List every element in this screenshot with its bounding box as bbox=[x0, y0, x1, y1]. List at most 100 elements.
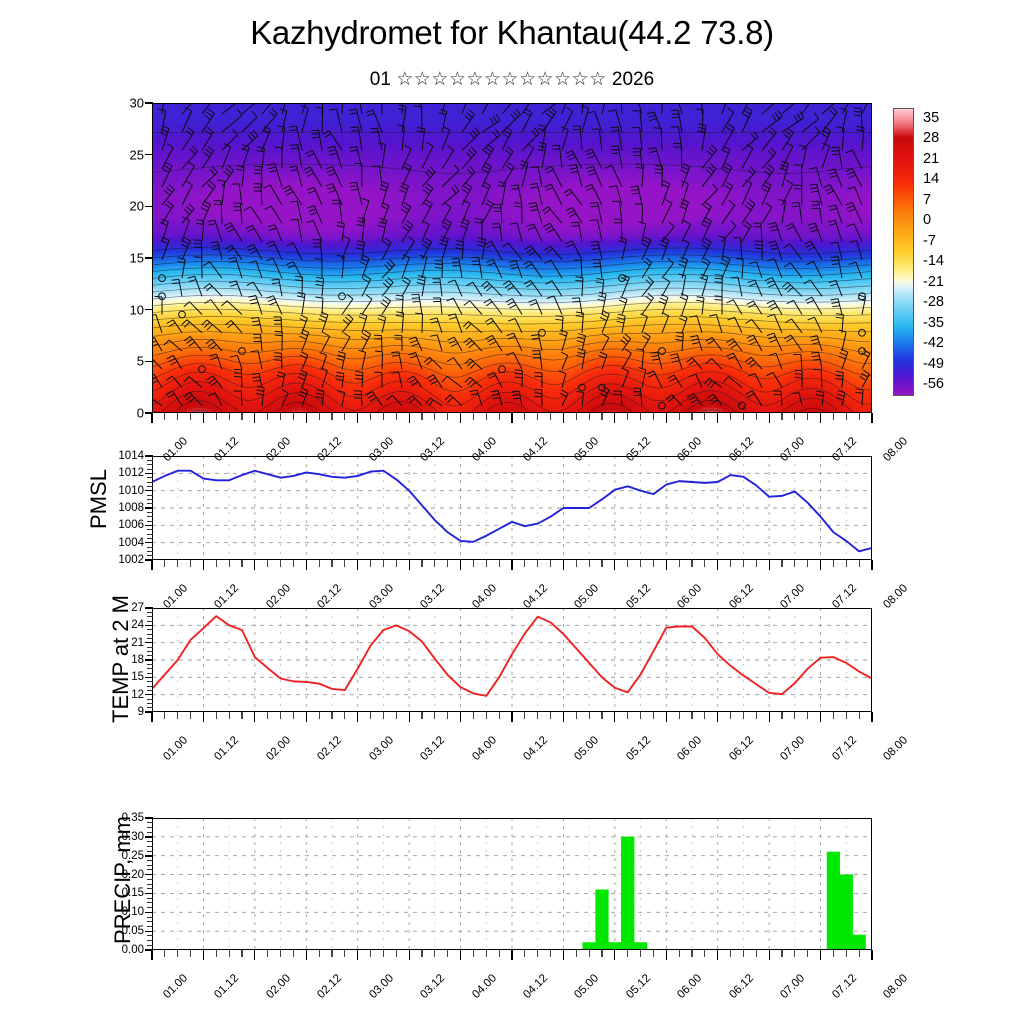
x-axis-tick-label: 07.00 bbox=[778, 582, 808, 612]
x-axis-major-tick bbox=[151, 413, 153, 423]
y-axis-major-tick bbox=[145, 257, 153, 259]
x-axis-major-tick bbox=[202, 413, 205, 423]
x-axis-major-tick bbox=[768, 413, 770, 423]
y-axis-tick-label: 9 bbox=[137, 706, 144, 718]
y-axis-major-tick bbox=[145, 817, 153, 819]
y-axis-tick-label: 0.30 bbox=[121, 830, 144, 843]
y-axis-tick-label: 1014 bbox=[118, 450, 144, 462]
x-axis-minor-tick bbox=[524, 560, 526, 567]
y-axis-minor-tick bbox=[147, 859, 153, 861]
x-axis-minor-tick bbox=[331, 413, 333, 420]
y-axis-major-tick bbox=[145, 873, 153, 876]
y-axis-minor-tick bbox=[147, 921, 153, 923]
colorbar-tick-label: -7 bbox=[923, 232, 936, 249]
x-axis-minor-tick bbox=[704, 712, 706, 719]
y-axis-minor-tick bbox=[147, 537, 153, 539]
x-axis-major-tick bbox=[357, 950, 359, 960]
y-axis-major-tick bbox=[145, 309, 153, 311]
x-axis-major-tick bbox=[305, 950, 307, 960]
y-axis-minor-tick bbox=[147, 498, 153, 500]
y-axis-minor-tick bbox=[147, 672, 153, 674]
y-axis-minor-tick bbox=[147, 550, 153, 552]
x-axis-minor-tick bbox=[601, 950, 603, 957]
y-axis-major-tick bbox=[145, 205, 153, 208]
y-axis-tick-label: 0 bbox=[136, 405, 144, 421]
y-axis-minor-tick bbox=[147, 685, 153, 687]
grid bbox=[152, 818, 872, 950]
x-axis-minor-tick bbox=[498, 712, 500, 719]
x-axis-minor-tick bbox=[781, 712, 783, 719]
y-axis-tick-label: 0.10 bbox=[121, 906, 144, 919]
x-axis-minor-tick bbox=[498, 560, 500, 567]
colorbar-tick-label: -35 bbox=[923, 314, 944, 331]
y-axis-major-tick bbox=[145, 360, 153, 363]
x-axis-minor-tick bbox=[575, 712, 577, 719]
y-axis-major-tick bbox=[145, 542, 153, 544]
x-axis-minor-tick bbox=[447, 950, 449, 957]
x-axis-minor-tick bbox=[691, 413, 693, 420]
x-axis-minor-tick bbox=[369, 560, 372, 567]
y-axis-minor-tick bbox=[147, 485, 153, 487]
y-axis-major-tick bbox=[145, 472, 153, 475]
y-axis-major-tick bbox=[145, 911, 153, 914]
y-axis-tick-label: 18 bbox=[131, 654, 144, 666]
x-axis-tick-label: 06.12 bbox=[726, 972, 756, 1002]
x-axis-tick-label: 01.00 bbox=[161, 734, 191, 764]
x-axis-minor-tick bbox=[845, 413, 847, 420]
x-axis-minor-tick bbox=[421, 712, 423, 719]
x-axis-minor-tick bbox=[318, 712, 320, 719]
upper-air-panel bbox=[152, 103, 872, 413]
x-axis-minor-tick bbox=[729, 712, 732, 719]
x-axis-major-tick bbox=[254, 712, 256, 722]
x-axis-minor-tick bbox=[447, 413, 449, 420]
x-axis-minor-tick bbox=[177, 560, 179, 567]
x-axis-minor-tick bbox=[639, 712, 642, 719]
x-axis-minor-tick bbox=[691, 560, 693, 567]
x-axis-major-tick bbox=[562, 712, 565, 722]
x-axis-tick-label: 01.00 bbox=[161, 582, 191, 612]
x-axis-minor-tick bbox=[794, 413, 796, 420]
y-axis-minor-tick bbox=[147, 546, 153, 548]
x-axis-minor-tick bbox=[331, 950, 333, 957]
x-axis-tick-label: 07.12 bbox=[829, 972, 859, 1002]
x-axis-tick-label: 05.12 bbox=[624, 972, 653, 1002]
x-axis-minor-tick bbox=[215, 560, 217, 567]
x-axis-minor-tick bbox=[858, 413, 860, 420]
x-axis-major-tick bbox=[305, 413, 307, 423]
subtitle-year: 2026 bbox=[611, 69, 655, 90]
x-axis-minor-tick bbox=[729, 560, 732, 567]
y-axis-minor-tick bbox=[147, 637, 153, 639]
x-axis-tick-label: 03.00 bbox=[366, 972, 396, 1002]
x-axis-major-tick bbox=[408, 413, 410, 423]
grid bbox=[152, 456, 872, 560]
x-axis-minor-tick bbox=[177, 712, 179, 719]
x-axis-minor-tick bbox=[639, 560, 642, 567]
temp-panel bbox=[152, 608, 872, 712]
x-axis-minor-tick bbox=[434, 950, 436, 957]
x-axis-minor-tick bbox=[588, 950, 590, 957]
y-axis-tick-label: 24 bbox=[131, 619, 144, 632]
upper-air-frame bbox=[152, 103, 872, 413]
x-axis-minor-tick bbox=[781, 950, 783, 957]
y-axis-minor-tick bbox=[147, 663, 153, 665]
y-axis-minor-tick bbox=[147, 944, 153, 946]
x-axis-major-tick bbox=[871, 413, 873, 423]
x-axis-major-tick bbox=[459, 560, 462, 570]
x-axis-minor-tick bbox=[189, 560, 192, 567]
x-axis-minor-tick bbox=[794, 950, 796, 957]
colorbar-gradient bbox=[893, 108, 914, 396]
y-axis-minor-tick bbox=[147, 533, 153, 535]
y-axis-minor-tick bbox=[147, 902, 153, 904]
x-axis-minor-tick bbox=[241, 950, 243, 957]
x-axis-minor-tick bbox=[704, 950, 706, 957]
colorbar-tick-label: 14 bbox=[923, 171, 940, 188]
x-axis-minor-tick bbox=[742, 950, 745, 957]
x-axis-minor-tick bbox=[755, 712, 757, 719]
y-axis-minor-tick bbox=[147, 935, 153, 937]
y-axis-minor-tick bbox=[147, 655, 153, 657]
page-title: Kazhydromet for Khantau(44.2 73.8) bbox=[250, 14, 774, 51]
x-axis-tick-label: 07.12 bbox=[829, 582, 859, 612]
x-axis-minor-tick bbox=[395, 560, 397, 567]
x-axis-major-tick bbox=[665, 413, 667, 423]
x-axis-tick-label: 08.00 bbox=[881, 435, 911, 465]
